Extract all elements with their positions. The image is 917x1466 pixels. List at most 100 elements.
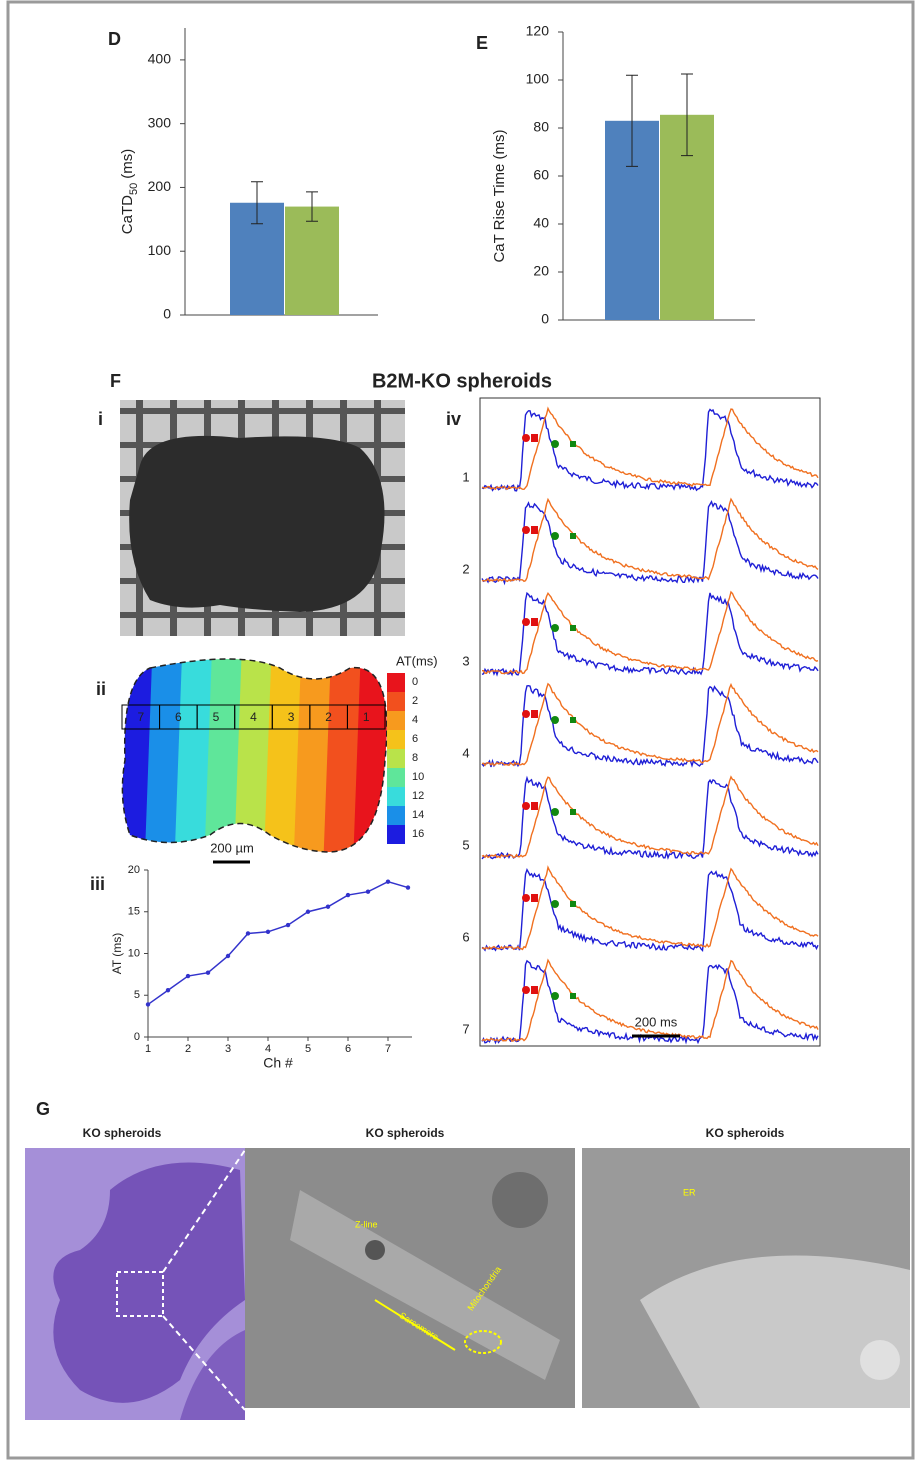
colorbar-title: AT(ms) (396, 653, 438, 668)
marker (531, 710, 538, 718)
error-bar (681, 73, 693, 157)
bar (285, 206, 339, 315)
outline (121, 658, 388, 853)
colorbar-cell (387, 673, 405, 692)
trace-label: 7 (462, 1021, 469, 1036)
point (245, 931, 251, 936)
y-tick-label: 120 (526, 23, 550, 39)
error-bar (251, 181, 263, 225)
point (285, 922, 291, 928)
y-tick-label: 60 (533, 167, 549, 183)
y-tick-label: 5 (134, 989, 140, 1001)
label-part: 50 (128, 183, 140, 195)
activation-map (122, 659, 387, 852)
error-bar (626, 74, 638, 167)
panel-label: E (476, 33, 488, 53)
marker (522, 986, 530, 994)
marker (531, 986, 538, 994)
marker (531, 802, 538, 810)
line (147, 880, 409, 1006)
y-tick-label: 80 (533, 119, 549, 135)
map-stripe (122, 659, 153, 852)
image-title: KO spheroids (706, 1126, 785, 1140)
y-tick-label: 100 (148, 242, 172, 258)
marker (522, 526, 530, 534)
panel-f: F B2M-KO spheroids i ii iv 7 6 5 4 3 2 1 0 2 4 6 8… (96, 370, 821, 1047)
x-tick-label: 5 (305, 1043, 311, 1055)
trace-label: 3 (462, 653, 469, 668)
marker (531, 434, 538, 442)
channel-box (346, 704, 386, 730)
x-tick-label: 2 (185, 1043, 191, 1055)
colorbar-cell (387, 692, 405, 711)
em-structure (492, 1172, 548, 1228)
marker (522, 618, 530, 626)
trace-label: 4 (462, 745, 469, 760)
point (165, 988, 171, 993)
colorbar-label: 6 (412, 733, 418, 745)
trace (481, 684, 819, 768)
y-axis-label: AT (ms) (110, 933, 124, 975)
em-structure (290, 1190, 560, 1380)
marker (570, 625, 576, 631)
marker (551, 532, 559, 540)
point (385, 879, 391, 884)
trace (482, 590, 819, 675)
marker (570, 993, 576, 999)
point (405, 885, 411, 890)
marker (551, 992, 559, 1000)
trace (481, 499, 819, 586)
colorbar-label: 12 (412, 790, 424, 802)
colorbar-label: 8 (412, 752, 418, 764)
point (305, 909, 311, 914)
em-structure (640, 1255, 910, 1408)
tissue (180, 1330, 245, 1420)
marker (570, 901, 576, 907)
inset-line (162, 1315, 246, 1411)
x-tick-label: 7 (385, 1043, 391, 1055)
y-tick-label: 10 (128, 947, 140, 959)
trace (481, 497, 819, 583)
trace-label: 6 (462, 929, 469, 944)
y-tick-label: 0 (163, 306, 171, 322)
x-tick-label: 1 (145, 1043, 151, 1055)
trace (481, 408, 819, 492)
trace (481, 591, 819, 677)
panel-title: B2M-KO spheroids (372, 370, 552, 392)
point (365, 889, 371, 894)
image-title: KO spheroids (83, 1126, 162, 1140)
colorbar-label: 10 (412, 771, 424, 783)
channel-boxes: 7 6 5 4 3 2 1 (121, 704, 386, 730)
marker (522, 894, 530, 902)
colorbar-cell (387, 711, 405, 730)
y-tick-label: 20 (128, 864, 140, 876)
trace-label: 5 (462, 837, 469, 852)
colorbar-label: 0 (412, 676, 418, 688)
marker (570, 533, 576, 539)
channel-label: 6 (175, 710, 182, 724)
sub-label: iv (446, 409, 461, 429)
annotation: Z-line (355, 1219, 378, 1229)
highlight (464, 1330, 502, 1354)
x-tick-label: 4 (265, 1043, 271, 1055)
trace-box (479, 397, 821, 1047)
label-part: (ms) (119, 149, 136, 179)
colorbar-cell (387, 825, 405, 844)
y-tick-label: 300 (148, 114, 172, 130)
marker (551, 808, 559, 816)
panel-label: D (108, 29, 121, 49)
y-tick-label: 40 (533, 215, 549, 231)
marker (531, 894, 538, 902)
inset-line (162, 1149, 246, 1273)
trace (481, 406, 819, 491)
scale-label: 200 µm (210, 840, 254, 855)
sub-label: i (98, 409, 103, 429)
label-part: CaTD (119, 195, 136, 234)
marker (522, 710, 530, 718)
y-tick-label: 400 (148, 51, 172, 67)
image-title: KO spheroids (366, 1126, 445, 1140)
y-axis-label: CaT Rise Time (ms) (491, 129, 508, 262)
marker (551, 716, 559, 724)
y-tick-label: 100 (526, 71, 550, 87)
